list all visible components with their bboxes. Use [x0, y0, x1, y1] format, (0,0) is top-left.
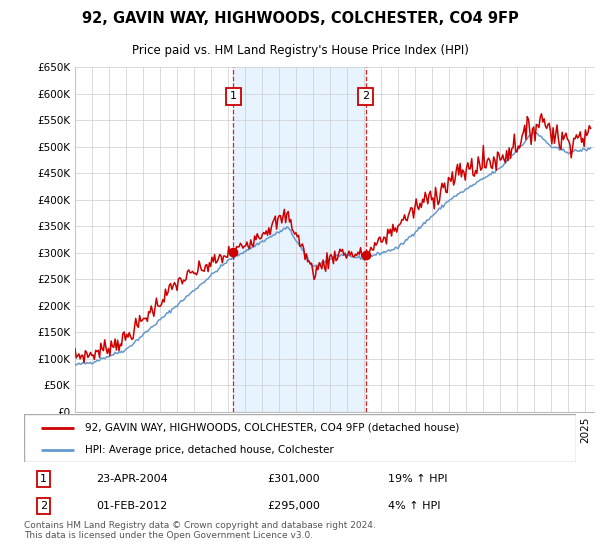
Text: Contains HM Land Registry data © Crown copyright and database right 2024.
This d: Contains HM Land Registry data © Crown c…: [24, 521, 376, 540]
Text: 19% ↑ HPI: 19% ↑ HPI: [388, 474, 448, 484]
Text: 01-FEB-2012: 01-FEB-2012: [96, 501, 167, 511]
Text: Price paid vs. HM Land Registry's House Price Index (HPI): Price paid vs. HM Land Registry's House …: [131, 44, 469, 57]
Text: 92, GAVIN WAY, HIGHWOODS, COLCHESTER, CO4 9FP: 92, GAVIN WAY, HIGHWOODS, COLCHESTER, CO…: [82, 11, 518, 26]
Text: 1: 1: [230, 91, 237, 101]
Text: £301,000: £301,000: [267, 474, 320, 484]
Text: 2: 2: [40, 501, 47, 511]
Text: 1: 1: [40, 474, 47, 484]
Bar: [233, 67, 365, 412]
Text: 92, GAVIN WAY, HIGHWOODS, COLCHESTER, CO4 9FP (detached house): 92, GAVIN WAY, HIGHWOODS, COLCHESTER, CO…: [85, 423, 459, 433]
Text: HPI: Average price, detached house, Colchester: HPI: Average price, detached house, Colc…: [85, 445, 334, 455]
Text: £295,000: £295,000: [267, 501, 320, 511]
Text: 23-APR-2004: 23-APR-2004: [96, 474, 167, 484]
Text: 4% ↑ HPI: 4% ↑ HPI: [388, 501, 441, 511]
Text: 2: 2: [362, 91, 369, 101]
FancyBboxPatch shape: [24, 414, 576, 462]
